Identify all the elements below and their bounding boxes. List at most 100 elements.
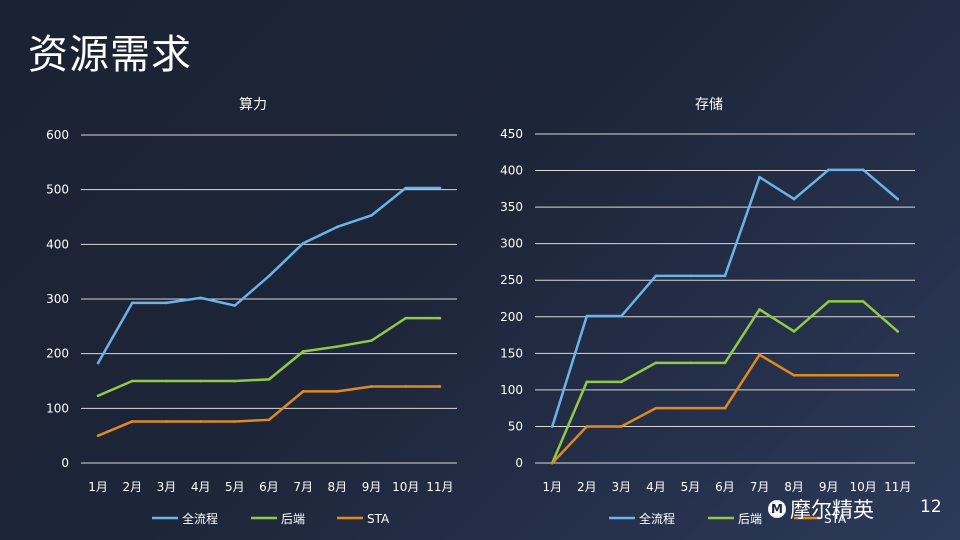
data-point-后端 [336,345,339,348]
x-tick-label: 7月 [750,480,770,494]
data-point-sta [723,406,727,410]
y-tick-label: 300 [46,292,69,306]
data-point-后端 [689,361,692,365]
x-tick-label: 7月 [293,480,313,494]
data-point-sta [267,418,271,422]
y-tick-label: 400 [500,164,523,178]
data-point-全流程 [130,301,134,305]
legend-label-后端: 后端 [281,512,305,526]
data-point-全流程 [861,168,865,172]
page-number: 12 [920,497,942,517]
data-point-全流程 [199,296,202,300]
x-tick-label: 5月 [225,480,245,494]
data-point-全流程 [896,197,900,201]
data-point-sta [438,385,442,388]
data-point-sta [827,373,830,377]
data-point-sta [404,385,408,388]
x-tick-label: 11月 [426,480,453,494]
y-tick-label: 250 [500,273,523,287]
x-tick-label: 8月 [784,480,804,494]
data-point-全流程 [758,175,761,179]
legend-label-后端: 后端 [738,512,762,526]
x-tick-label: 1月 [88,480,108,494]
data-point-sta [301,390,305,393]
legend-label-sta: STA [824,512,847,526]
y-tick-label: 200 [500,310,523,324]
y-tick-label: 400 [46,237,69,251]
data-point-sta [585,425,589,428]
data-point-后端 [792,330,796,333]
data-point-后端 [199,379,202,383]
x-tick-label: 11月 [884,480,911,494]
y-tick-label: 300 [500,237,523,251]
data-point-sta [96,434,100,437]
y-tick-label: 0 [515,456,523,470]
data-point-全流程 [370,214,373,217]
chart-title: 算力 [239,97,267,113]
data-point-sta [896,373,900,377]
legend-label-sta: STA [367,512,390,526]
y-tick-label: 350 [500,200,523,214]
data-point-全流程 [654,274,658,278]
data-point-后端 [827,300,830,303]
series-line-全流程 [551,168,899,428]
data-point-sta [165,420,168,423]
x-tick-label: 8月 [328,480,348,494]
x-tick-label: 6月 [715,480,735,494]
data-point-全流程 [438,186,442,190]
data-point-后端 [370,339,373,342]
data-point-sta [199,420,202,423]
x-tick-label: 2月 [122,480,142,494]
data-point-全流程 [233,304,237,307]
data-point-全流程 [827,168,830,172]
data-point-sta [130,420,134,423]
x-tick-label: 6月 [259,480,279,494]
data-point-全流程 [336,225,339,229]
series-line-后端 [551,300,899,465]
y-tick-label: 0 [61,456,69,470]
data-point-sta [689,406,692,410]
data-point-后端 [723,361,727,365]
y-tick-label: 500 [46,183,69,197]
x-tick-label: 4月 [191,480,211,494]
y-tick-label: 100 [500,383,523,397]
x-tick-label: 4月 [646,480,666,494]
y-tick-label: 50 [508,419,523,433]
y-tick-label: 100 [46,401,69,415]
data-point-全流程 [620,314,623,318]
data-point-后端 [620,380,623,384]
data-point-全流程 [96,361,100,365]
data-point-sta [758,353,761,357]
x-tick-label: 1月 [542,480,562,494]
x-tick-label: 5月 [681,480,701,494]
y-tick-label: 150 [500,346,523,360]
x-tick-label: 3月 [157,480,177,494]
data-point-后端 [654,361,658,365]
data-point-全流程 [301,241,305,245]
data-point-后端 [404,316,408,320]
data-point-后端 [896,330,900,333]
x-tick-label: 9月 [819,480,839,494]
data-point-后端 [438,316,442,320]
data-point-全流程 [723,274,727,278]
data-point-后端 [96,394,100,398]
data-point-全流程 [792,197,796,201]
x-tick-label: 9月 [362,480,382,494]
data-point-sta [550,461,554,465]
data-point-sta [233,420,237,423]
slide-title: 资源需求 [28,32,192,78]
data-point-后端 [267,378,271,381]
compute-chart: 算力 0 100 200 300 400 500 600 1月 2月 3月 4月 5月 6月 7月 8月 9月 1… [46,97,457,526]
y-tick-label: 200 [46,347,69,361]
data-point-后端 [301,350,305,353]
series-line-sta [96,385,442,437]
x-tick-label: 2月 [577,480,597,494]
y-tick-label: 450 [500,127,523,141]
data-point-后端 [233,379,237,383]
data-point-sta [792,373,796,377]
data-point-全流程 [267,274,271,278]
data-point-sta [861,373,865,377]
x-tick-label: 3月 [612,480,632,494]
data-point-后端 [165,379,168,383]
legend-label-全流程: 全流程 [182,511,218,526]
